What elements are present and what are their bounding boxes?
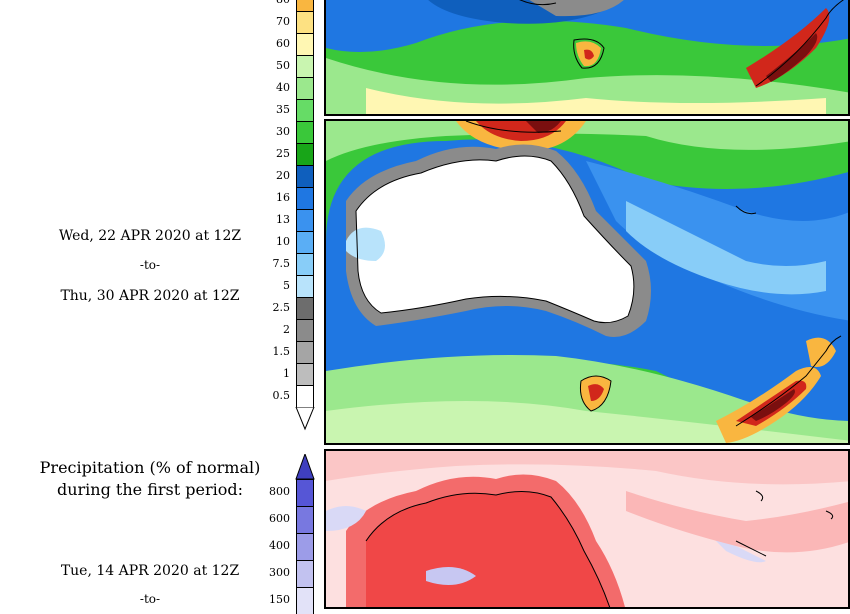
scale-swatch	[296, 319, 314, 341]
scale-tick-label: 13	[276, 213, 290, 226]
scale-tick-label: 30	[276, 125, 290, 138]
scale-tick-label: 7.5	[272, 257, 291, 270]
anomaly-title-line2: during the first period:	[56, 480, 244, 499]
scale-tick-label: 60	[276, 37, 290, 50]
scale-tick-label: 800	[269, 485, 290, 498]
scale-tick-label: 0.5	[272, 389, 291, 402]
scale-tick-label: 5	[283, 279, 290, 292]
scale-end-arrow	[295, 453, 315, 479]
scale-tick-label: 2.5	[272, 301, 291, 314]
scale-tick-label: 50	[276, 59, 290, 72]
scale-tick-label: 25	[276, 147, 290, 160]
scale-swatch	[296, 77, 314, 99]
second-period-to-label: -to-	[139, 258, 161, 272]
scale-tick-label: 600	[269, 512, 290, 525]
scale-swatch	[296, 341, 314, 363]
scale-end-arrow	[295, 407, 315, 431]
anomaly-to-label: -to-	[139, 592, 161, 606]
scale-swatch	[296, 121, 314, 143]
second-period-start-label: Wed, 22 APR 2020 at 12Z	[58, 228, 242, 244]
map-panel-precipitation	[324, 119, 850, 445]
scale-tick-label: 16	[276, 191, 290, 204]
scale-tick-label: 35	[276, 103, 290, 116]
map-panel-top	[324, 0, 850, 116]
scale-tick-label: 70	[276, 15, 290, 28]
scale-swatch	[296, 187, 314, 209]
scale-swatch	[296, 532, 314, 560]
scale-swatch	[296, 586, 314, 614]
second-period-end-label: Thu, 30 APR 2020 at 12Z	[60, 288, 240, 304]
scale-swatch	[296, 363, 314, 385]
scale-swatch	[296, 253, 314, 275]
anomaly-title-line1: Precipitation (% of normal)	[39, 458, 261, 477]
scale-swatch	[296, 0, 314, 11]
scale-swatch	[296, 478, 314, 506]
scale-tick-label: 40	[276, 81, 290, 94]
scale-tick-label: 20	[276, 169, 290, 182]
scale-swatch	[296, 143, 314, 165]
scale-tick-label: 400	[269, 539, 290, 552]
scale-swatch	[296, 231, 314, 253]
anomaly-start-label: Tue, 14 APR 2020 at 12Z	[60, 563, 240, 579]
anomaly-color-scale: 800 600 400 300 150	[262, 453, 322, 614]
precipitation-map	[326, 121, 848, 443]
scale-swatch	[296, 297, 314, 319]
scale-tick-label: 80	[258, 0, 290, 6]
scale-swatch	[296, 11, 314, 33]
scale-swatch	[296, 559, 314, 587]
scale-swatch	[296, 385, 314, 407]
scale-swatch	[296, 55, 314, 77]
scale-swatch	[296, 505, 314, 533]
scale-tick-label: 300	[269, 566, 290, 579]
scale-swatch	[296, 99, 314, 121]
anomaly-map	[326, 451, 848, 607]
scale-swatch	[296, 33, 314, 55]
map-panel-anomaly	[324, 449, 850, 609]
precipitation-color-scale: 8070605040353025201613107.552.521.510.5	[262, 0, 322, 431]
scale-tick-label: 10	[276, 235, 290, 248]
scale-tick-label: 1.5	[272, 345, 291, 358]
scale-swatch	[296, 209, 314, 231]
scale-tick-label: 1	[283, 367, 290, 380]
scale-tick-label: 2	[283, 323, 290, 336]
top-precip-map	[326, 0, 848, 114]
scale-swatch	[296, 275, 314, 297]
scale-swatch	[296, 165, 314, 187]
